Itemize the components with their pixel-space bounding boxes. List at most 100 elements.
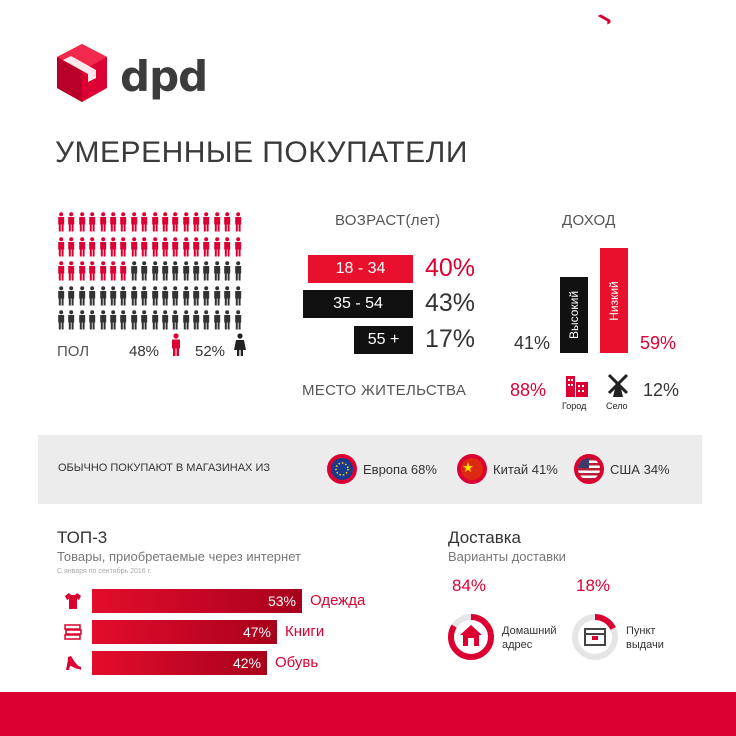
person-icon-highlight [89, 236, 96, 256]
person-icon-highlight [162, 236, 169, 256]
person-icon [193, 285, 200, 305]
delivery-pickup-label: Пункт выдачи [626, 624, 664, 652]
tshirt-icon [65, 593, 81, 609]
person-icon [151, 261, 158, 281]
person-icon [234, 285, 241, 305]
city-label: Город [562, 401, 587, 411]
brand-logo-text: dpd [120, 52, 208, 101]
person-icon-highlight [110, 212, 117, 232]
person-icon-highlight [89, 261, 96, 281]
person-icon [234, 310, 241, 330]
person-icon-highlight [203, 212, 210, 232]
person-icon-highlight [68, 236, 75, 256]
person-icon-highlight [234, 212, 241, 232]
female-pct: 52% [195, 343, 226, 360]
person-icon [110, 310, 117, 330]
person-icon [120, 285, 127, 305]
person-icon-highlight [224, 236, 231, 256]
parcel-icon [584, 628, 606, 646]
delivery-pickup-pct: 18% [576, 576, 611, 595]
eu-flag-icon [327, 454, 357, 484]
delivery-pickup-ring [572, 614, 618, 660]
person-icon [214, 310, 221, 330]
top3-subtitle: Товары, приобретаемые через интернет [57, 549, 301, 564]
person-icon [89, 310, 96, 330]
china-flag-icon [457, 454, 487, 484]
delivery-pickup-label-line1: Пункт [626, 625, 656, 637]
person-icon [110, 285, 117, 305]
residence-title: МЕСТО ЖИТЕЛЬСТВА [302, 382, 467, 399]
person-icon [162, 261, 169, 281]
income-low-label: Низкий [607, 280, 621, 321]
delivery-home-label-line2: адрес [502, 639, 533, 651]
person-icon [224, 261, 231, 281]
income-title: ДОХОД [562, 212, 616, 229]
person-icon [224, 310, 231, 330]
person-icon-highlight [78, 261, 85, 281]
top3-title: ТОП-3 [57, 528, 108, 547]
person-icon-highlight [234, 236, 241, 256]
person-icon [182, 310, 189, 330]
person-icon [141, 310, 148, 330]
person-icon [182, 261, 189, 281]
store-item-usa: США 34% [574, 454, 670, 484]
top3-note: С января по сентябрь 2016 г. [57, 568, 152, 575]
person-icon-highlight [162, 212, 169, 232]
person-icon-highlight [193, 212, 200, 232]
house-icon [460, 625, 482, 646]
age-pct-55-plus: 17% [425, 325, 476, 353]
income-high-label: Высокий [567, 290, 581, 340]
person-icon-highlight [130, 236, 137, 256]
people-row [57, 310, 247, 332]
delivery-title: Доставка [448, 528, 522, 547]
city-buildings-icon [566, 376, 588, 397]
person-icon [151, 285, 158, 305]
person-icon-highlight [58, 236, 65, 256]
delivery-subtitle: Варианты доставки [448, 549, 566, 564]
person-icon [130, 310, 137, 330]
person-icon [151, 310, 158, 330]
age-pct-35-54: 43% [425, 289, 476, 317]
person-icon-highlight [130, 212, 137, 232]
person-icon [193, 261, 200, 281]
person-icon-highlight [141, 236, 148, 256]
person-icon [203, 261, 210, 281]
product-bar-books: 47% [92, 620, 277, 644]
person-icon-highlight [99, 236, 106, 256]
age-bar-18-34: 18 - 34 [308, 255, 413, 283]
person-icon [99, 310, 106, 330]
person-icon [203, 285, 210, 305]
person-icon-highlight [151, 236, 158, 256]
delivery-pickup-label-line2: выдачи [626, 639, 664, 651]
income-low-pct: 59% [640, 333, 677, 353]
person-icon [68, 285, 75, 305]
delivery-home-pct: 84% [452, 576, 487, 595]
person-icon-highlight [193, 236, 200, 256]
footer-brand-suffix: group [662, 9, 714, 32]
person-icon-highlight [99, 261, 106, 281]
usa-flag-icon [574, 454, 604, 484]
village-pct: 12% [643, 380, 680, 400]
person-icon-highlight [182, 212, 189, 232]
income-high-pct: 41% [514, 333, 551, 353]
person-icon [141, 261, 148, 281]
person-icon-highlight [214, 236, 221, 256]
delivery-home-label-line1: Домашний [502, 625, 557, 637]
dpd-logo-cube-icon [57, 44, 107, 102]
product-bar-clothing: 53% [92, 589, 302, 613]
people-row [57, 285, 247, 308]
people-row [57, 261, 247, 283]
person-icon [214, 285, 221, 305]
person-icon [162, 285, 169, 305]
age-bar-55-plus: 55 + [354, 326, 413, 354]
person-icon [162, 310, 169, 330]
product-label-clothing: Одежда [310, 592, 366, 609]
footer-bar [0, 692, 736, 736]
income-high-bar: Высокий [560, 277, 588, 353]
person-icon [193, 310, 200, 330]
person-icon [130, 261, 137, 281]
person-icon-highlight [151, 212, 158, 232]
person-icon-highlight [68, 261, 75, 281]
person-icon-highlight [99, 212, 106, 232]
store-usa-label: США 34% [610, 461, 670, 477]
